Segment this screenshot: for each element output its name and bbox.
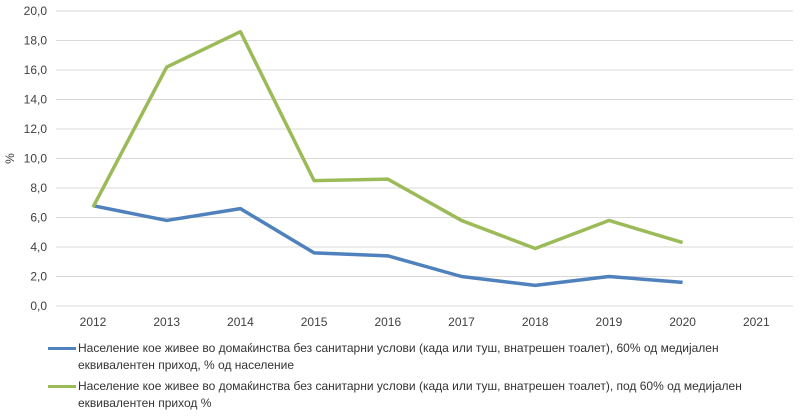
x-tick-label: 2013 xyxy=(153,315,180,329)
y-tick-label: 8,0 xyxy=(30,181,47,195)
y-tick-label: 2,0 xyxy=(30,270,47,284)
legend-label: Население кое живее во домаќинства без с… xyxy=(78,379,742,410)
legend-swatch-blue xyxy=(48,347,76,350)
legend: Население кое живее во домаќинства без с… xyxy=(48,340,798,416)
y-tick-label: 20,0 xyxy=(24,4,48,18)
x-tick-label: 2016 xyxy=(374,315,401,329)
y-tick-label: 16,0 xyxy=(24,63,48,77)
legend-label: Население кое живее во домаќинства без с… xyxy=(78,341,719,372)
y-tick-label: 18,0 xyxy=(24,34,48,48)
y-tick-label: 14,0 xyxy=(24,93,48,107)
x-tick-label: 2012 xyxy=(80,315,107,329)
legend-item-series-2: Население кое живее во домаќинства без с… xyxy=(48,378,798,412)
y-tick-label: 0,0 xyxy=(30,299,47,313)
x-tick-label: 2019 xyxy=(596,315,623,329)
series-line-2 xyxy=(93,32,683,249)
x-tick-label: 2014 xyxy=(227,315,254,329)
y-tick-label: 6,0 xyxy=(30,211,47,225)
x-tick-label: 2015 xyxy=(301,315,328,329)
y-tick-label: 10,0 xyxy=(24,152,48,166)
y-tick-label: 4,0 xyxy=(30,240,47,254)
x-tick-label: 2020 xyxy=(669,315,696,329)
y-tick-label: 12,0 xyxy=(24,122,48,136)
y-axis-label: % xyxy=(3,153,17,164)
line-chart: 0,0 2,0 4,0 6,0 8,0 10,0 12,0 14,0 16,0 18,0 20,0%… xyxy=(0,0,802,335)
legend-item-series-1: Население кое живее во домаќинства без с… xyxy=(48,340,798,374)
legend-swatch-green xyxy=(48,385,76,388)
x-tick-label: 2018 xyxy=(522,315,549,329)
x-tick-label: 2021 xyxy=(743,315,770,329)
x-tick-label: 2017 xyxy=(448,315,475,329)
